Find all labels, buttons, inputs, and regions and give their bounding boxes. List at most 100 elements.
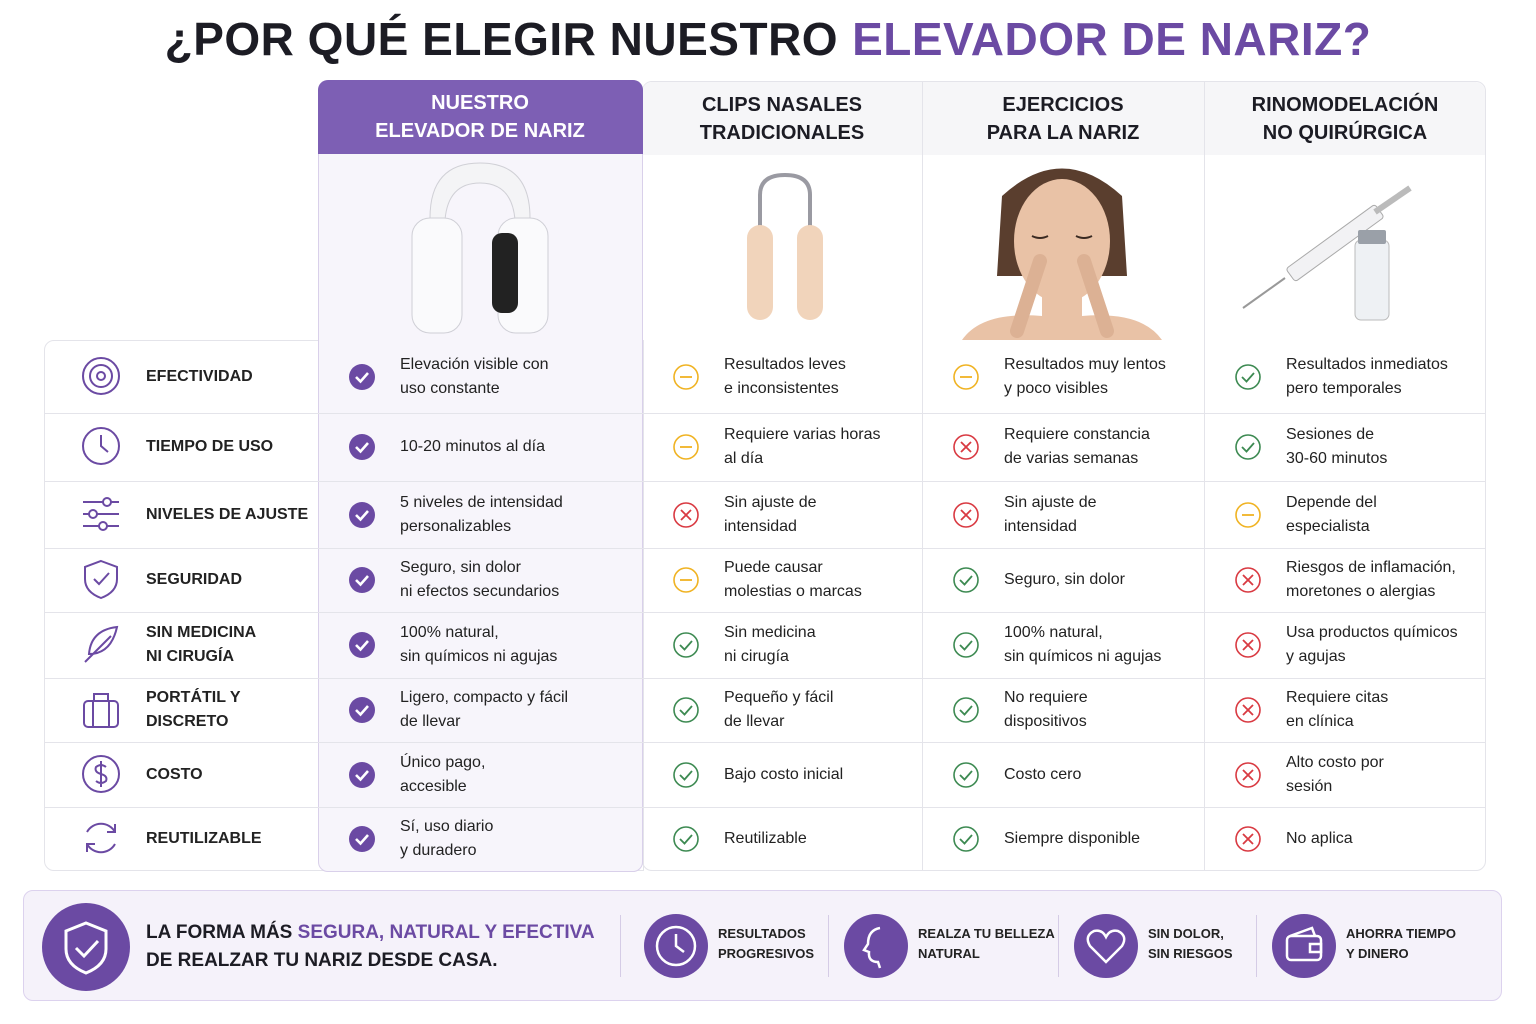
status-icon <box>1235 632 1261 658</box>
cell-text: Requiere citas en clínica <box>1286 678 1388 742</box>
row-label-line: DISCRETO <box>146 713 229 730</box>
cell-line: y duradero <box>400 841 477 859</box>
cell-line: Alto costo por <box>1286 753 1384 771</box>
cell-line: Elevación visible con <box>400 355 549 373</box>
cell-line: Pequeño y fácil <box>724 689 834 706</box>
header-line: TRADICIONALES <box>699 122 865 144</box>
cell-line: ni efectos secundarios <box>400 583 560 600</box>
cell-line: en clínica <box>1286 713 1354 730</box>
row-divider <box>44 612 1486 613</box>
cell-text: Resultados leves e inconsistentes <box>724 340 846 413</box>
clip-image <box>747 172 823 320</box>
cell-line: Usa productos químicos <box>1286 624 1458 641</box>
row-icon <box>86 822 116 853</box>
cell-text: Riesgos de inflamación, moretones o alerg… <box>1286 548 1456 612</box>
cell-text: Seguro, sin dolor <box>1004 548 1125 612</box>
status-icon <box>1235 825 1261 852</box>
page-title: ¿POR QUÉ ELEGIR NUESTRO ELEVADOR DE NARIZ… <box>0 12 1536 66</box>
cell-line: de varias semanas <box>1004 450 1139 467</box>
cell-line: intensidad <box>1004 517 1077 535</box>
row-icon <box>82 356 120 395</box>
benefit-line: SIN RIESGOS <box>1148 946 1233 961</box>
cell-line: Sesiones de <box>1286 426 1375 443</box>
row-icon <box>82 754 120 793</box>
status-icon <box>673 434 699 460</box>
row-label-line: COSTO <box>146 765 203 783</box>
cell-line: ni cirugía <box>724 648 789 665</box>
status-icon <box>349 363 375 390</box>
status-icon <box>673 632 699 658</box>
cell-text: No requiere dispositivos <box>1004 678 1088 742</box>
benefit-text: SIN DOLOR, SIN RIESGOS <box>1148 924 1233 964</box>
cell-text: Sí, uso diario y duradero <box>400 807 493 870</box>
cell-line: 100% natural, <box>1004 624 1103 641</box>
header-line: CLIPS NASALES <box>701 94 863 116</box>
cell-line: intensidad <box>724 517 797 535</box>
status-icon <box>953 567 979 593</box>
cell-text: 100% natural, sin químicos ni agujas <box>1004 612 1161 678</box>
status-icon <box>349 697 375 723</box>
cell-line: Riesgos de inflamación, <box>1286 559 1456 576</box>
status-icon <box>673 567 699 593</box>
featured-column <box>318 80 643 872</box>
statement-highlight: SEGURA, NATURAL Y EFECTIVA <box>297 922 595 943</box>
cell-text: Puede causar molestias o marcas <box>724 548 862 612</box>
row-label: SEGURIDAD <box>146 548 242 612</box>
header-line: ELEVADOR DE NARIZ <box>375 120 585 142</box>
benefit-icon <box>644 914 708 978</box>
row-label: TIEMPO DE USO <box>146 413 273 481</box>
row-label: EFECTIVIDAD <box>146 340 253 413</box>
row-divider <box>44 413 1486 414</box>
title-highlight: ELEVADOR DE NARIZ? <box>852 13 1372 65</box>
cell-text: Seguro, sin dolor ni efectos secundarios <box>400 548 559 612</box>
column-divider <box>922 82 923 870</box>
footer-statement: LA FORMA MÁS SEGURA, NATURAL Y EFECTIVA D… <box>146 919 626 975</box>
cell-line: 100% natural, <box>400 624 499 641</box>
divider <box>1256 915 1257 977</box>
cell-line: sin químicos ni agujas <box>400 648 558 665</box>
status-icon <box>1235 697 1261 723</box>
row-icon <box>82 427 120 465</box>
shield-badge <box>42 903 130 991</box>
cell-line: Sin ajuste de <box>724 493 817 511</box>
cell-text: Elevación visible con uso constante <box>400 340 549 413</box>
row-label-line: SIN MEDICINA <box>146 624 257 641</box>
row-label-line: NIVELES DE AJUSTE <box>146 505 309 523</box>
status-icon <box>953 825 979 852</box>
benefit-icon <box>1074 914 1138 978</box>
cell-text: Siempre disponible <box>1004 807 1140 870</box>
status-icon <box>673 697 699 723</box>
status-icon <box>673 363 699 390</box>
cell-line: No aplica <box>1286 829 1353 847</box>
cell-text: Ligero, compacto y fácil de llevar <box>400 678 568 742</box>
syringe-image <box>1242 185 1412 321</box>
face-image <box>962 168 1162 340</box>
cell-line: Requiere citas <box>1286 689 1389 706</box>
status-icon <box>953 632 979 658</box>
comparison-table: NUESTRO ELEVADOR DE NARIZ CLIPS NASALES TRA… <box>44 80 1486 872</box>
cell-line: 5 niveles de intensidad <box>400 493 563 511</box>
cell-text: 10-20 minutos al día <box>400 413 545 481</box>
cell-line: Bajo costo inicial <box>724 765 844 783</box>
header-line: NUESTRO <box>431 92 529 114</box>
status-icon <box>953 761 979 788</box>
row-label-line: PORTÁTIL Y <box>146 689 241 706</box>
cell-line: Resultados muy lentos <box>1004 355 1166 373</box>
cell-line: sin químicos ni agujas <box>1004 648 1162 665</box>
column-divider <box>1204 82 1205 870</box>
status-icon <box>349 501 375 528</box>
cell-line: Depende del <box>1286 493 1377 511</box>
cell-text: Requiere varias horas al día <box>724 413 881 481</box>
status-icon <box>953 697 979 723</box>
cell-text: Pequeño y fácil de llevar <box>724 678 833 742</box>
status-icon <box>1235 363 1261 390</box>
row-divider <box>44 678 1486 679</box>
cell-line: 30-60 minutos <box>1286 450 1388 467</box>
row-divider <box>44 742 1486 743</box>
cell-line: de llevar <box>400 713 461 730</box>
benefit-icon <box>1272 914 1336 978</box>
benefit-line: PROGRESIVOS <box>718 946 815 961</box>
cell-line: No requiere <box>1004 689 1088 706</box>
benefit-icon <box>844 914 908 978</box>
